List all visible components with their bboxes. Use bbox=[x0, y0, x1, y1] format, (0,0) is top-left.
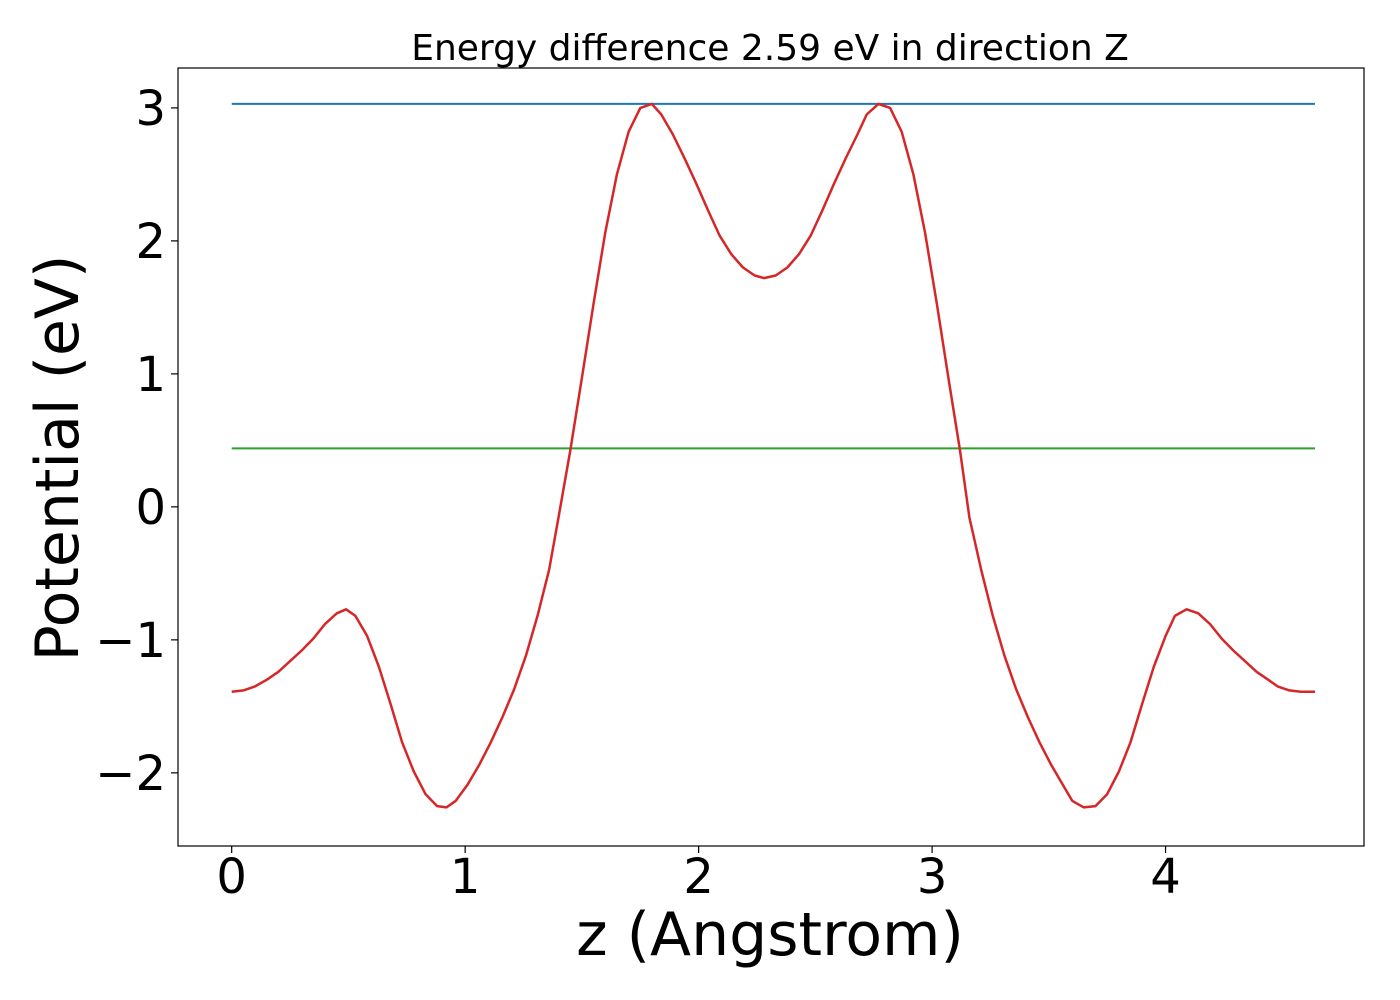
x-axis-ticks: 0 1 2 3 4 bbox=[216, 846, 1181, 905]
x-axis-label: z (Angstrom) bbox=[576, 900, 964, 970]
y-tick-label: 3 bbox=[135, 81, 166, 137]
plot-area bbox=[177, 67, 1365, 847]
chart-title: Energy difference 2.59 eV in direction Z bbox=[411, 28, 1129, 69]
x-tick-label: 2 bbox=[683, 849, 714, 905]
axes-frame bbox=[177, 67, 1365, 847]
y-tick-label: 2 bbox=[135, 214, 166, 270]
y-tick-label: 1 bbox=[135, 347, 166, 403]
x-tick-label: 0 bbox=[216, 849, 247, 905]
y-tick-label: −1 bbox=[95, 613, 166, 669]
y-axis-ticks: −2 −1 0 1 2 3 bbox=[95, 81, 178, 802]
x-tick-label: 3 bbox=[917, 849, 948, 905]
potential-curve bbox=[231, 102, 1315, 809]
y-tick-label: 0 bbox=[135, 480, 166, 536]
y-axis-label: Potential (eV) bbox=[23, 255, 93, 662]
x-tick-label: 4 bbox=[1150, 849, 1181, 905]
x-tick-label: 1 bbox=[450, 849, 481, 905]
series-layer bbox=[231, 102, 1315, 809]
y-tick-label: −2 bbox=[95, 746, 166, 802]
